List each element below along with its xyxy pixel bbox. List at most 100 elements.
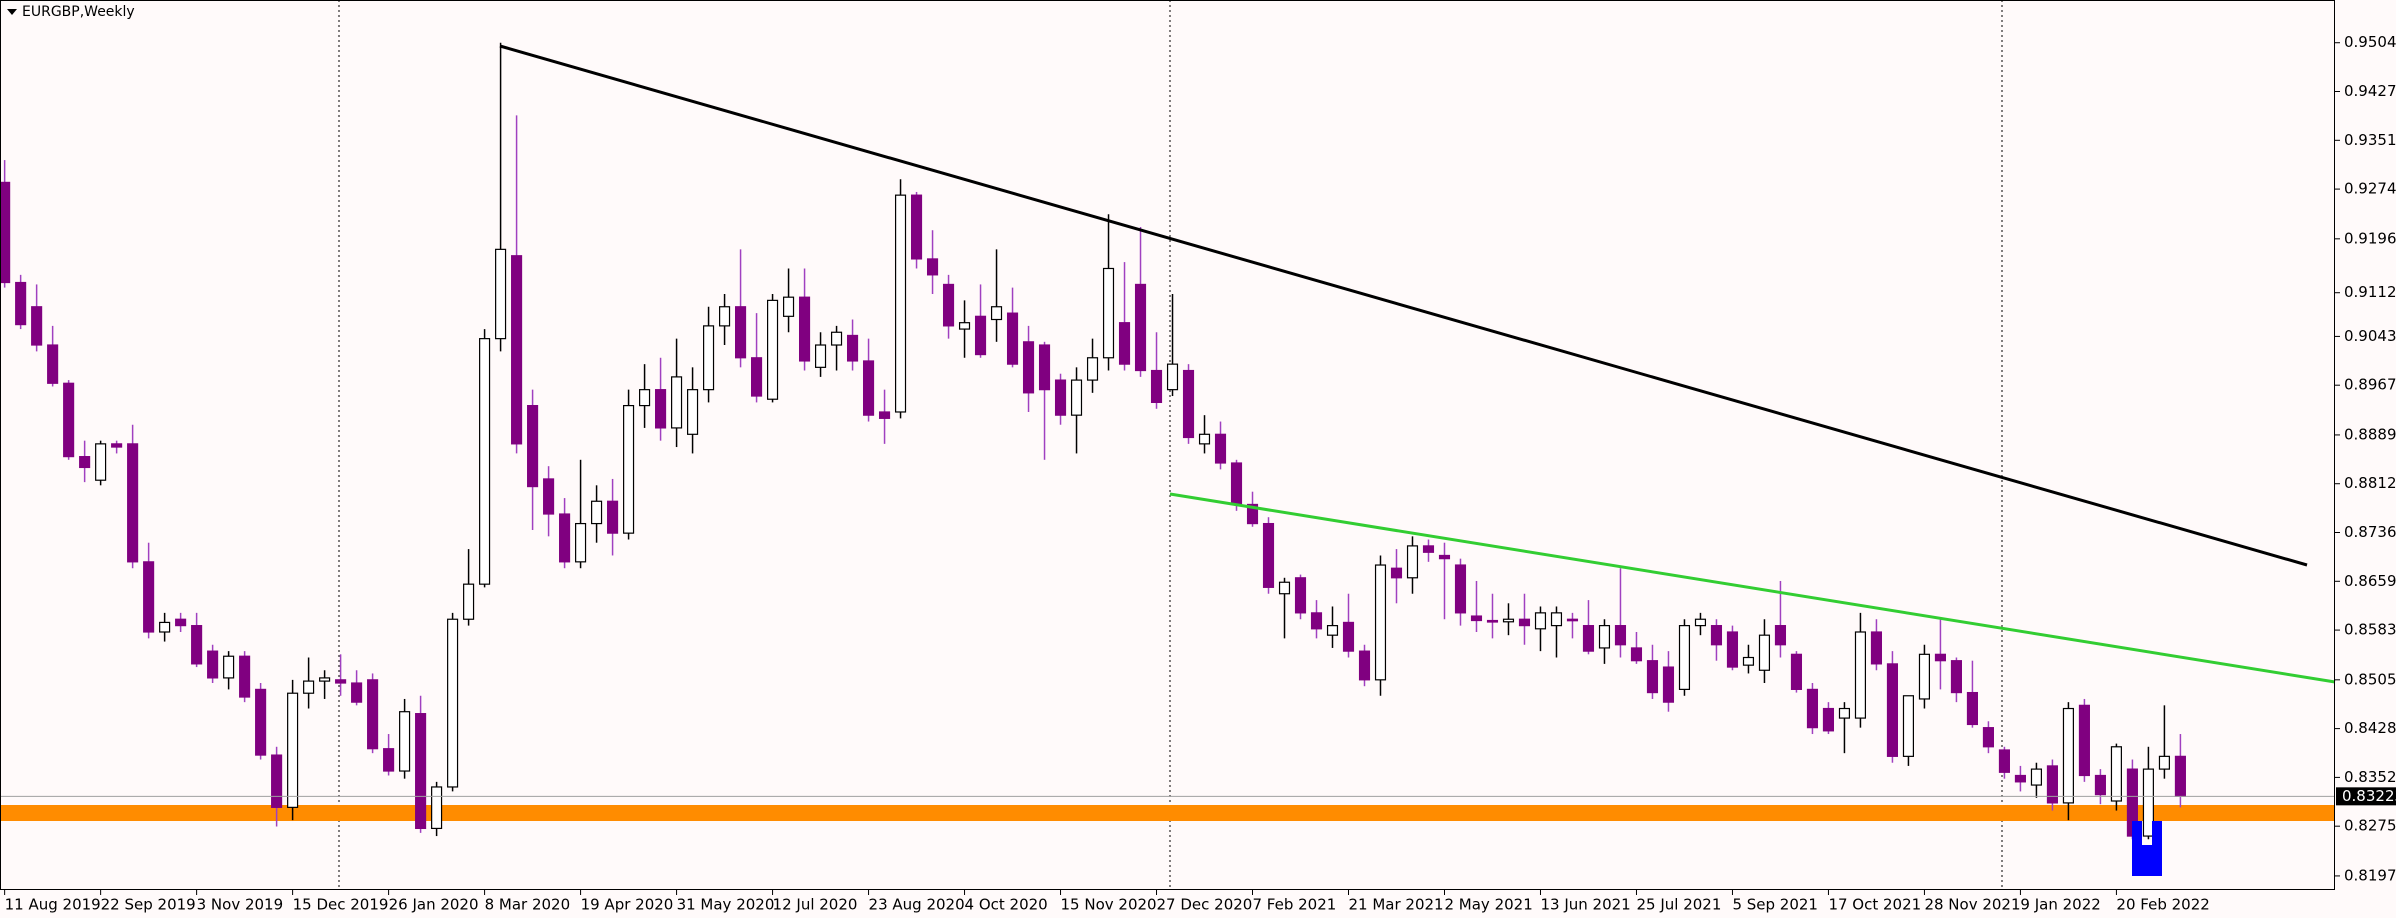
candle-body [1134, 283, 1147, 372]
candle-body [830, 331, 843, 346]
candle-body [2094, 774, 2106, 796]
candle-body [1758, 634, 1771, 671]
candle-body [143, 561, 155, 633]
x-tick-label: 22 Sep 2019 [101, 896, 196, 914]
candle-body [926, 258, 939, 276]
candle-body [719, 306, 731, 327]
candle-body [223, 655, 235, 679]
x-tick-label: 31 May 2020 [677, 896, 775, 914]
candle-body [942, 283, 955, 327]
candle-body [1630, 647, 1643, 662]
candle-body [207, 650, 219, 679]
x-tick-label: 3 Nov 2019 [197, 896, 284, 914]
x-tick-label: 20 Feb 2022 [2116, 896, 2209, 914]
support-zone [0, 805, 2334, 821]
candle-body [639, 389, 651, 407]
candle-body [1518, 618, 1531, 627]
x-tick-label: 9 Jan 2022 [2020, 896, 2100, 914]
candle-body [1358, 650, 1371, 681]
candle-body [1422, 545, 1435, 553]
candle-body [1742, 656, 1755, 666]
menu-arrow[interactable] [7, 9, 17, 15]
candle-body [1710, 625, 1723, 646]
candle-body [287, 692, 299, 808]
candle-body [1118, 322, 1131, 365]
candle-body [1662, 666, 1675, 703]
candle-body [1006, 312, 1019, 365]
candle-body [878, 411, 891, 419]
candle-body [846, 334, 859, 362]
x-tick-label: 28 Nov 2021 [1924, 896, 2020, 914]
candle-body [1534, 612, 1547, 630]
candle-body [591, 500, 603, 525]
candle-body [735, 306, 747, 359]
x-tick-label: 15 Nov 2020 [1061, 896, 1157, 914]
candle-body [303, 680, 315, 694]
candle-body [1806, 688, 1819, 729]
candle-body [383, 748, 395, 772]
candle-body [655, 389, 667, 429]
x-tick-label: 15 Dec 2019 [293, 896, 389, 914]
candle-body [1790, 653, 1803, 690]
last-price-box [2336, 787, 2396, 806]
candle-body [2046, 765, 2058, 804]
candle-body [399, 711, 411, 772]
drawings [499, 44, 2336, 876]
last-price-label: 0.83223 [2342, 787, 2396, 805]
candle-body [319, 677, 331, 682]
plot-area [0, 0, 2334, 889]
candle-body [1998, 749, 2010, 773]
plot-frame [0, 0, 2335, 890]
candle-body [974, 315, 987, 356]
candle-body [1438, 554, 1451, 560]
candle-body [1870, 631, 1883, 665]
y-tick-label: 0.90435 [2344, 327, 2396, 345]
candle-body [1454, 564, 1467, 614]
candle-body [79, 456, 91, 469]
candle-body [894, 194, 907, 413]
candle-body [255, 688, 267, 756]
y-tick-label: 0.81975 [2344, 866, 2396, 884]
x-tick-label: 8 Mar 2020 [485, 896, 571, 914]
candle-body [2014, 774, 2026, 783]
candle-body [1822, 707, 1835, 732]
candle-body [415, 713, 427, 830]
candle-body [1982, 727, 1994, 748]
candle-body [1070, 379, 1083, 416]
x-tick-label: 2 May 2021 [1444, 896, 1532, 914]
candle-body [1550, 612, 1563, 627]
x-tick-label: 21 Mar 2021 [1349, 896, 1444, 914]
candle-body [1470, 615, 1483, 622]
candle-body [1326, 625, 1339, 636]
candle-body [31, 306, 43, 346]
candle-body [1374, 564, 1387, 681]
y-tick-label: 0.84285 [2344, 719, 2396, 737]
candle-body [447, 618, 459, 788]
candle-body [1838, 707, 1851, 719]
candle-body [1918, 653, 1931, 700]
candle-body [1566, 618, 1579, 622]
candle-body [1598, 625, 1611, 649]
trendline-lower-highs [1169, 492, 2336, 684]
candle-body [191, 625, 203, 665]
candle-body [814, 344, 827, 368]
candle-body [239, 655, 251, 698]
candle-body [2030, 768, 2042, 786]
x-tick-label: 23 Aug 2020 [869, 896, 965, 914]
candle-body [1230, 462, 1243, 506]
candle-body [15, 281, 27, 326]
candle-body [463, 583, 475, 620]
candle-body [367, 679, 379, 750]
x-tick-label: 5 Sep 2021 [1732, 896, 1818, 914]
candle-body [1294, 577, 1307, 614]
candle-body [2158, 755, 2170, 770]
candle-body [1774, 625, 1787, 646]
candles [0, 42, 2334, 840]
candle-body [1678, 625, 1691, 690]
candle-body [495, 248, 507, 340]
